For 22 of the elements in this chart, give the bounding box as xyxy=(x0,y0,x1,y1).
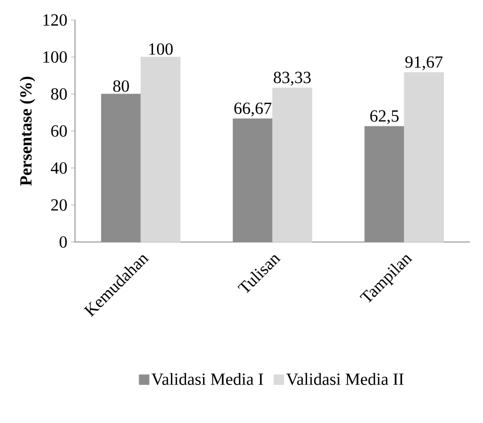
bar xyxy=(101,94,142,242)
data-label: 83,33 xyxy=(274,72,311,86)
legend-label: Validasi Media II xyxy=(286,372,404,386)
y-tick-label: 0 xyxy=(60,236,67,248)
data-label: 66,67 xyxy=(234,102,272,116)
y-axis-title: Persentase (%) xyxy=(20,76,36,186)
legend-label: Validasi Media I xyxy=(152,372,264,386)
data-label: 91,67 xyxy=(405,56,443,70)
bar xyxy=(232,118,273,242)
y-tick-label: 20 xyxy=(51,199,67,211)
data-label: 100 xyxy=(149,43,173,55)
bar xyxy=(404,72,444,242)
y-tick-label: 60 xyxy=(51,125,67,137)
bar xyxy=(364,126,404,242)
data-label: 62,5 xyxy=(370,110,399,124)
bar xyxy=(272,88,312,242)
y-tick-label: 120 xyxy=(43,14,67,26)
y-tick-label: 100 xyxy=(43,51,67,63)
y-tick-label: 80 xyxy=(51,88,67,100)
bar xyxy=(140,56,181,242)
y-tick-label: 40 xyxy=(50,162,67,174)
data-label: 80 xyxy=(113,80,129,92)
